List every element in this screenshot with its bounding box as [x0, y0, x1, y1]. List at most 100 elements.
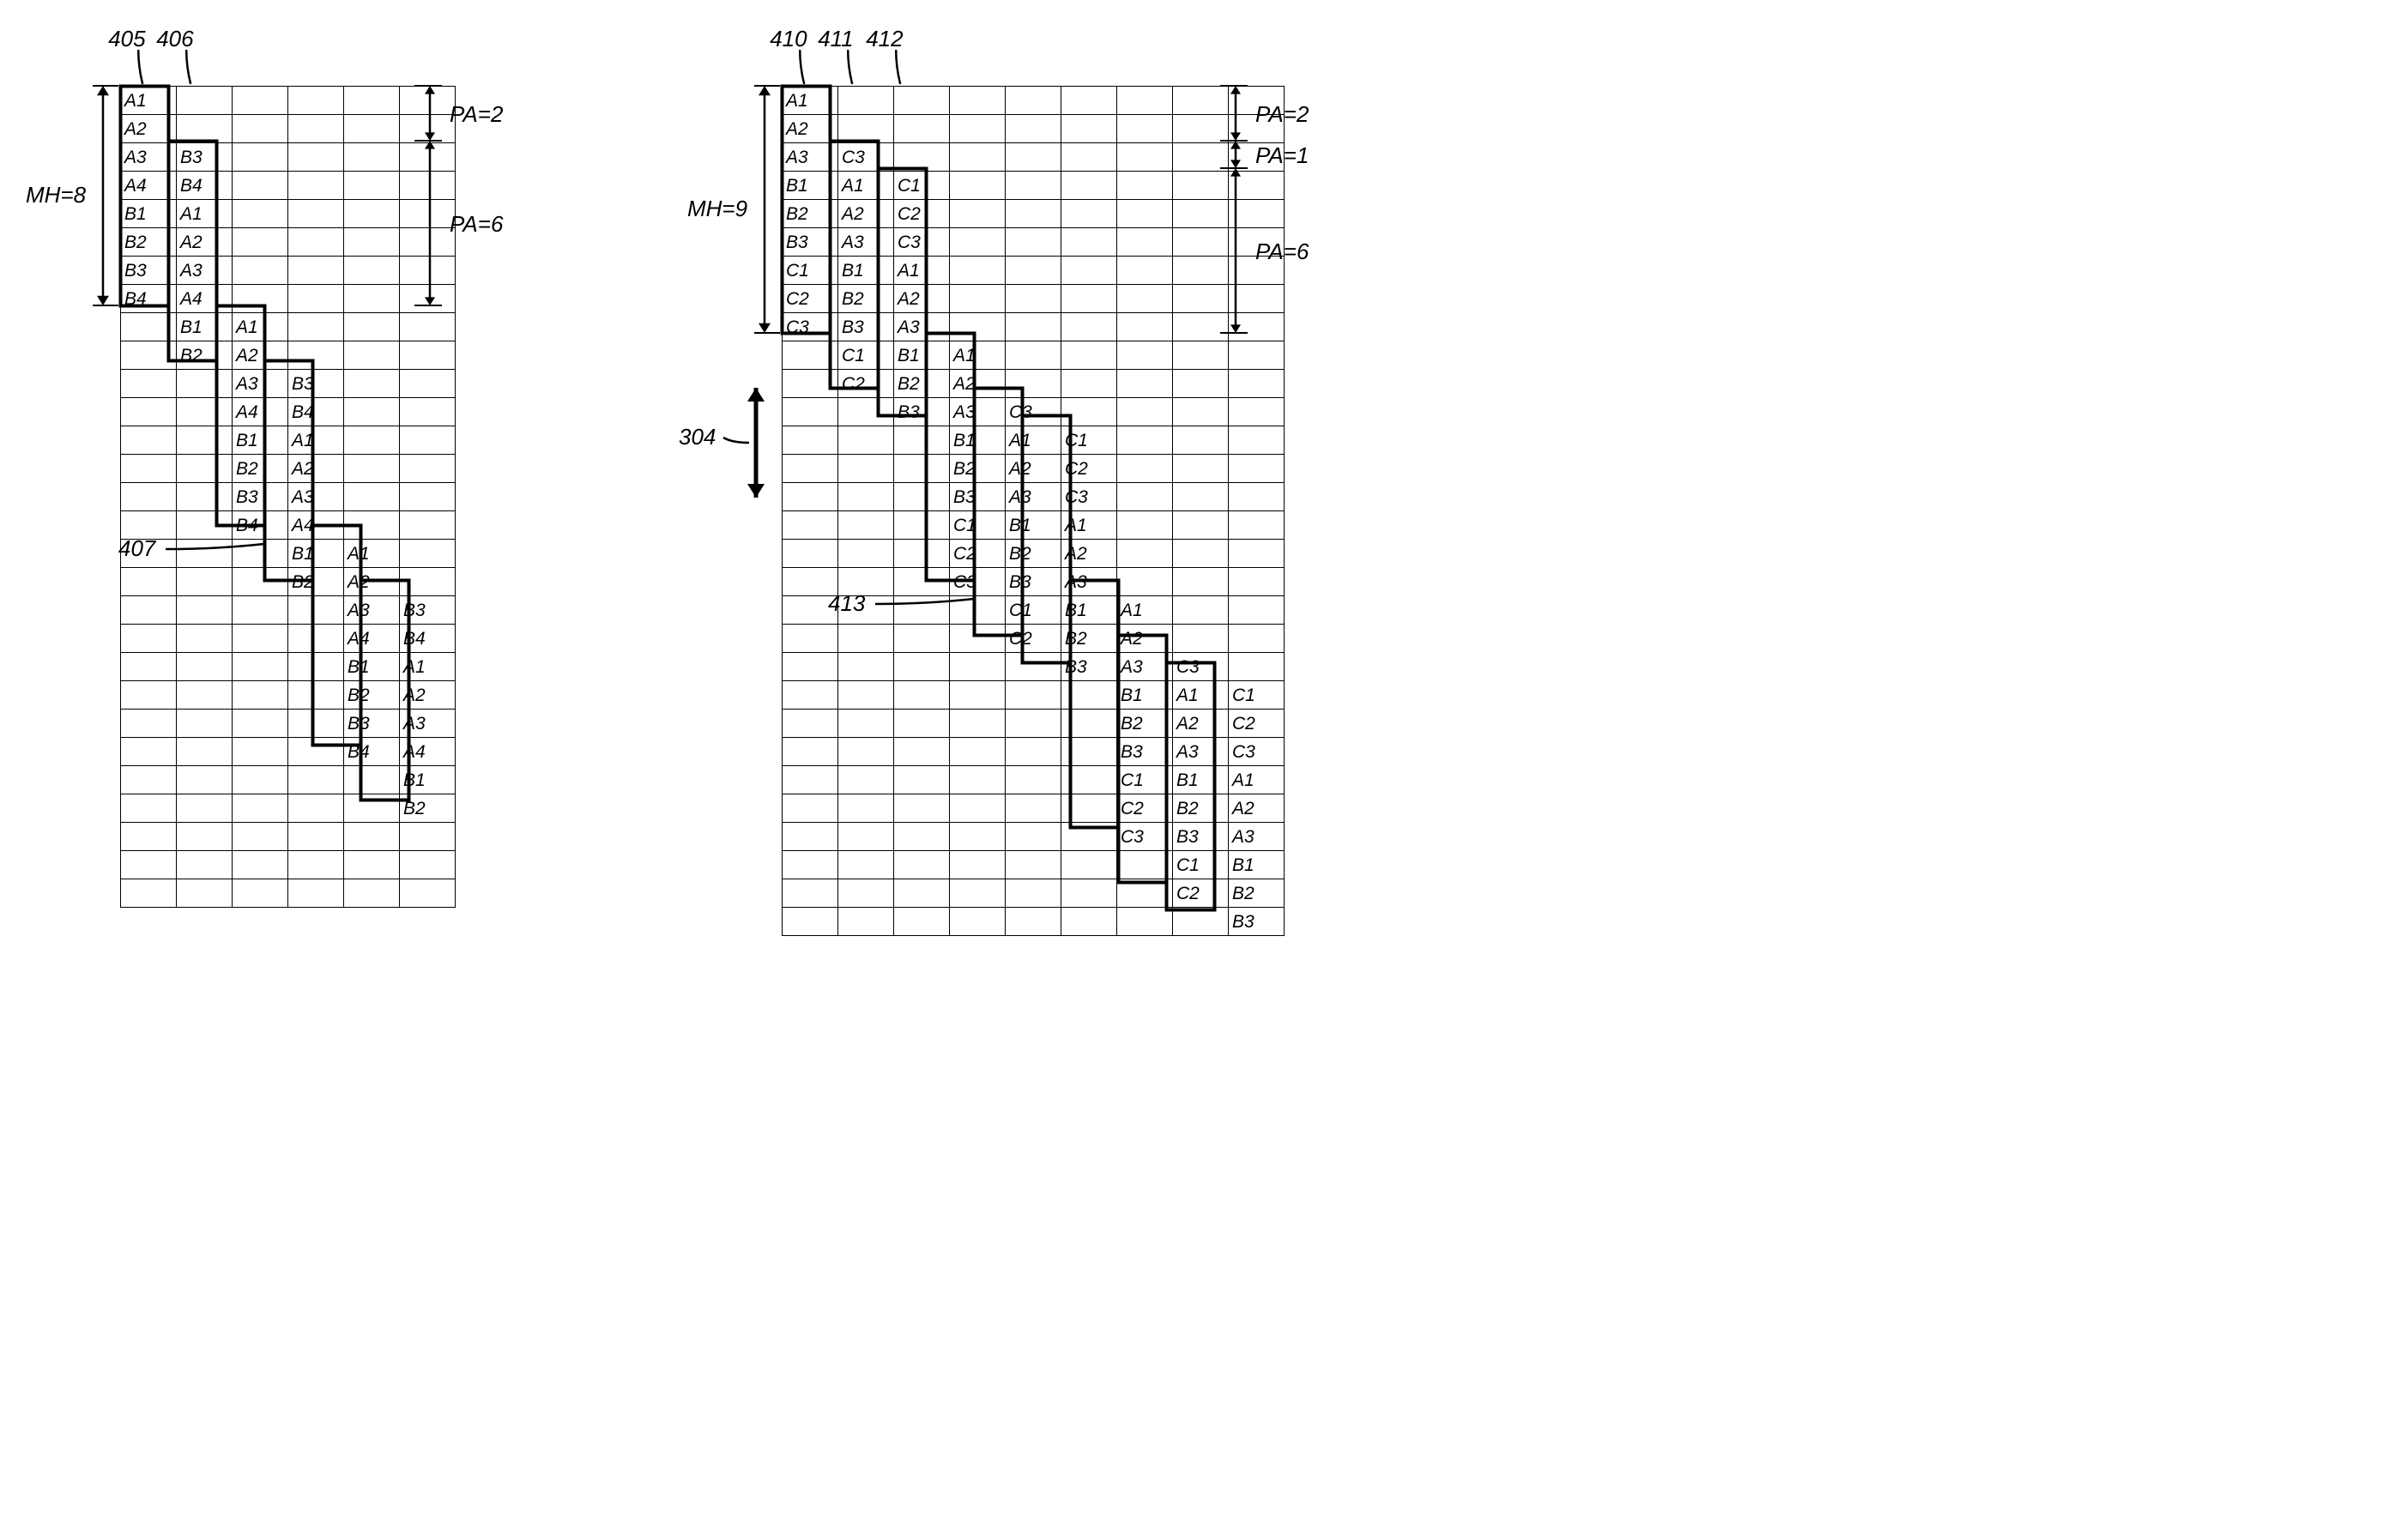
- cell: [288, 625, 344, 653]
- cell: [1006, 228, 1061, 257]
- cell: C1: [1173, 851, 1229, 879]
- cell: B3: [894, 398, 950, 426]
- cell: [783, 341, 838, 370]
- cell: A3: [121, 143, 177, 172]
- cell: [288, 710, 344, 738]
- cell: B2: [400, 794, 456, 823]
- cell: [950, 766, 1006, 794]
- cell: [894, 823, 950, 851]
- cell: C3: [783, 313, 838, 341]
- cell: [344, 483, 400, 511]
- cell: C2: [894, 200, 950, 228]
- pa-label: PA=6: [450, 211, 503, 238]
- cell: [400, 115, 456, 143]
- cell: [783, 511, 838, 540]
- cell: [1173, 568, 1229, 596]
- cell: [288, 172, 344, 200]
- cell: [177, 653, 233, 681]
- cell: [233, 143, 288, 172]
- cell: [1229, 625, 1285, 653]
- cell: [400, 87, 456, 115]
- cell: A1: [1117, 596, 1173, 625]
- cell: [233, 681, 288, 710]
- cell: B3: [1117, 738, 1173, 766]
- cell: [1173, 540, 1229, 568]
- cell: [1173, 172, 1229, 200]
- cell: [838, 738, 894, 766]
- cell: [1229, 370, 1285, 398]
- cell: [894, 455, 950, 483]
- cell: B2: [1061, 625, 1117, 653]
- cell: [400, 143, 456, 172]
- cell: C2: [1229, 710, 1285, 738]
- cell: [950, 228, 1006, 257]
- cell: C1: [1061, 426, 1117, 455]
- cell: [177, 879, 233, 908]
- cell: A2: [400, 681, 456, 710]
- cell: B3: [400, 596, 456, 625]
- cell: C3: [950, 568, 1006, 596]
- callout-406: 406: [156, 26, 193, 52]
- cell: [121, 483, 177, 511]
- cell: A1: [1061, 511, 1117, 540]
- cell: [233, 738, 288, 766]
- cell: [233, 879, 288, 908]
- cell: [400, 200, 456, 228]
- cell: [1173, 115, 1229, 143]
- cell: [344, 341, 400, 370]
- cell: [1229, 285, 1285, 313]
- cell: [838, 653, 894, 681]
- cell: [894, 568, 950, 596]
- cell: [1229, 426, 1285, 455]
- cell: A2: [177, 228, 233, 257]
- cell: B3: [288, 370, 344, 398]
- cell: [838, 115, 894, 143]
- cell: A2: [288, 455, 344, 483]
- cell: [288, 851, 344, 879]
- cell: B2: [838, 285, 894, 313]
- cell: [233, 200, 288, 228]
- cell: [344, 794, 400, 823]
- cell: [121, 341, 177, 370]
- cell: [783, 681, 838, 710]
- cell: [1229, 398, 1285, 426]
- cell: [1006, 908, 1061, 936]
- cell: B1: [288, 540, 344, 568]
- cell: [1117, 143, 1173, 172]
- cell: A4: [344, 625, 400, 653]
- cell: A3: [400, 710, 456, 738]
- cell: [783, 568, 838, 596]
- cell: [288, 653, 344, 681]
- cell: [783, 455, 838, 483]
- cell: A3: [894, 313, 950, 341]
- cell: [1173, 87, 1229, 115]
- cell: [950, 653, 1006, 681]
- cell: [1006, 766, 1061, 794]
- cell: [1006, 87, 1061, 115]
- cell: C1: [1229, 681, 1285, 710]
- cell: [838, 398, 894, 426]
- cell: [1229, 172, 1285, 200]
- cell: [233, 766, 288, 794]
- cell: A3: [950, 398, 1006, 426]
- cell: [1117, 879, 1173, 908]
- cell: [233, 115, 288, 143]
- cell: A1: [950, 341, 1006, 370]
- cell: B2: [177, 341, 233, 370]
- cell: [233, 794, 288, 823]
- cell: [1173, 143, 1229, 172]
- cell: [1117, 908, 1173, 936]
- cell: [288, 285, 344, 313]
- cell: [121, 851, 177, 879]
- cell: [838, 681, 894, 710]
- cell: [1006, 653, 1061, 681]
- cell: [177, 455, 233, 483]
- cell: [288, 681, 344, 710]
- cell: [894, 625, 950, 653]
- cell: B3: [838, 313, 894, 341]
- cell: B1: [344, 653, 400, 681]
- cell: [344, 766, 400, 794]
- cell: A1: [1229, 766, 1285, 794]
- cell: [344, 511, 400, 540]
- cell: [894, 908, 950, 936]
